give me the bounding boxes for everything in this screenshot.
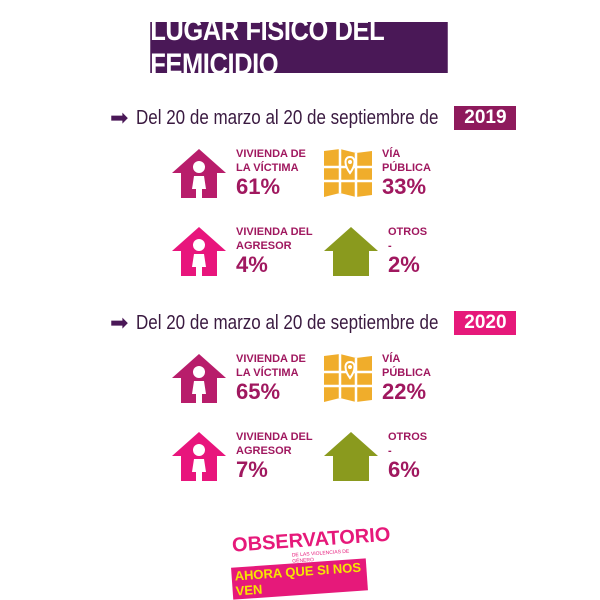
stat-label-1: VIVIENDA DEL — [236, 226, 313, 238]
stat-item: VIVIENDA DEL AGRESOR 4% — [170, 225, 326, 282]
stat-label-2: PÚBLICA — [382, 367, 431, 379]
period-text: Del 20 de marzo al 20 de septiembre de — [136, 311, 439, 334]
stat-item: VÍA PÚBLICA 22% — [322, 352, 472, 409]
stat-label-1: OTROS — [388, 226, 428, 238]
stat-label-1: VÍA — [382, 353, 401, 365]
stat-label-2: PÚBLICA — [382, 162, 431, 174]
stat-item: VIVIENDA DE LA VÍCTIMA 61% — [170, 147, 326, 204]
stat-label-2: AGRESOR — [236, 240, 292, 252]
map-pin-icon — [322, 352, 374, 409]
arrow-right-icon: ➡ — [110, 105, 129, 130]
stat-label-2: LA VÍCTIMA — [236, 162, 299, 174]
map-pin-icon — [322, 147, 374, 204]
year-badge: 2020 — [454, 311, 517, 335]
stat-value: 22% — [382, 379, 427, 404]
house-woman-icon — [170, 147, 228, 204]
stat-label-1: OTROS — [388, 431, 428, 443]
stat-label-1: VIVIENDA DE — [236, 353, 306, 365]
year-badge: 2019 — [454, 106, 517, 130]
stat-value: 6% — [388, 457, 420, 482]
stat-label-2: - — [388, 445, 392, 457]
stat-item: OTROS - 2% — [322, 225, 478, 282]
stat-item: VIVIENDA DEL AGRESOR 7% — [170, 430, 326, 487]
stat-label-2: - — [388, 240, 392, 252]
house-icon — [322, 430, 380, 487]
stat-label-2: LA VÍCTIMA — [236, 367, 299, 379]
stat-value: 4% — [236, 252, 268, 277]
logo-slogan: AHORA QUE SI NOS VEN — [231, 558, 368, 600]
stat-value: 65% — [236, 379, 281, 404]
house-woman-icon — [170, 225, 228, 282]
stat-item: VIVIENDA DE LA VÍCTIMA 65% — [170, 352, 326, 409]
stat-label-1: VIVIENDA DEL — [236, 431, 313, 443]
period-heading: ➡ Del 20 de marzo al 20 de septiembre de… — [110, 105, 517, 131]
stat-label-1: VIVIENDA DE — [236, 148, 306, 160]
stat-item: VÍA PÚBLICA 33% — [322, 147, 472, 204]
house-icon — [322, 225, 380, 282]
house-woman-icon — [170, 430, 228, 487]
stat-value: 2% — [388, 252, 420, 277]
stat-value: 33% — [382, 174, 427, 199]
arrow-right-icon: ➡ — [110, 310, 129, 335]
house-woman-icon — [170, 352, 228, 409]
stat-label-1: VÍA — [382, 148, 401, 160]
page-title: LUGAR FÍSICO DEL FEMICIDIO — [150, 14, 448, 81]
stat-label-2: AGRESOR — [236, 445, 292, 457]
period-heading: ➡ Del 20 de marzo al 20 de septiembre de… — [110, 310, 517, 336]
observatorio-logo: OBSERVATORIO DE LAS VIOLENCIAS DE GÉNERO… — [231, 524, 391, 600]
period-text: Del 20 de marzo al 20 de septiembre de — [136, 106, 439, 129]
stat-value: 61% — [236, 174, 281, 199]
stat-item: OTROS - 6% — [322, 430, 478, 487]
stat-value: 7% — [236, 457, 268, 482]
